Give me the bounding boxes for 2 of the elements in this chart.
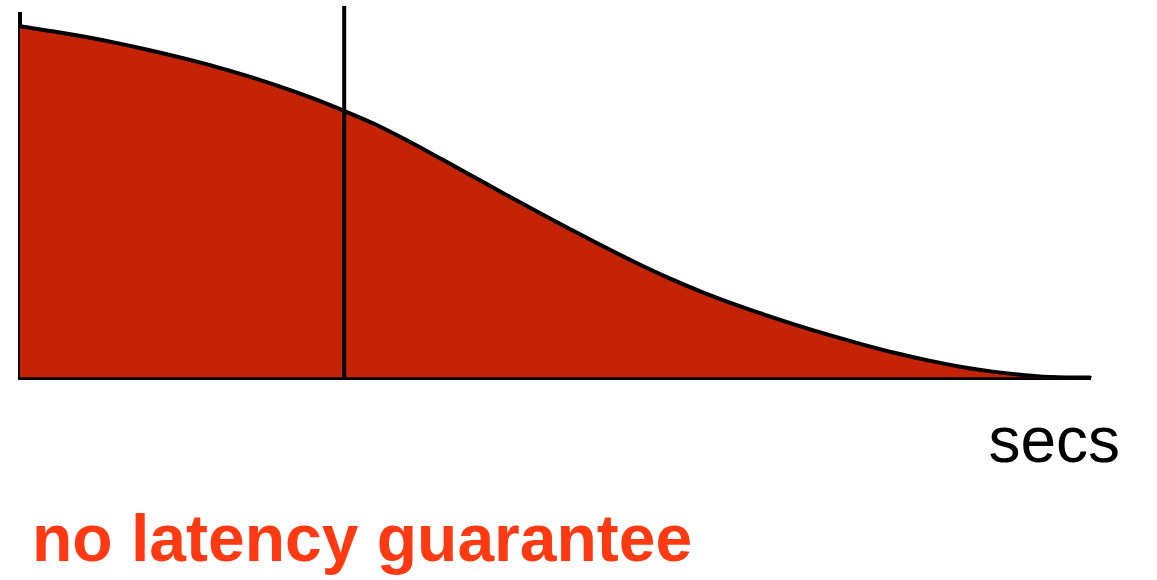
text: no latency guarantee: [32, 501, 693, 575]
x-axis-title: secs: [988, 403, 1120, 476]
